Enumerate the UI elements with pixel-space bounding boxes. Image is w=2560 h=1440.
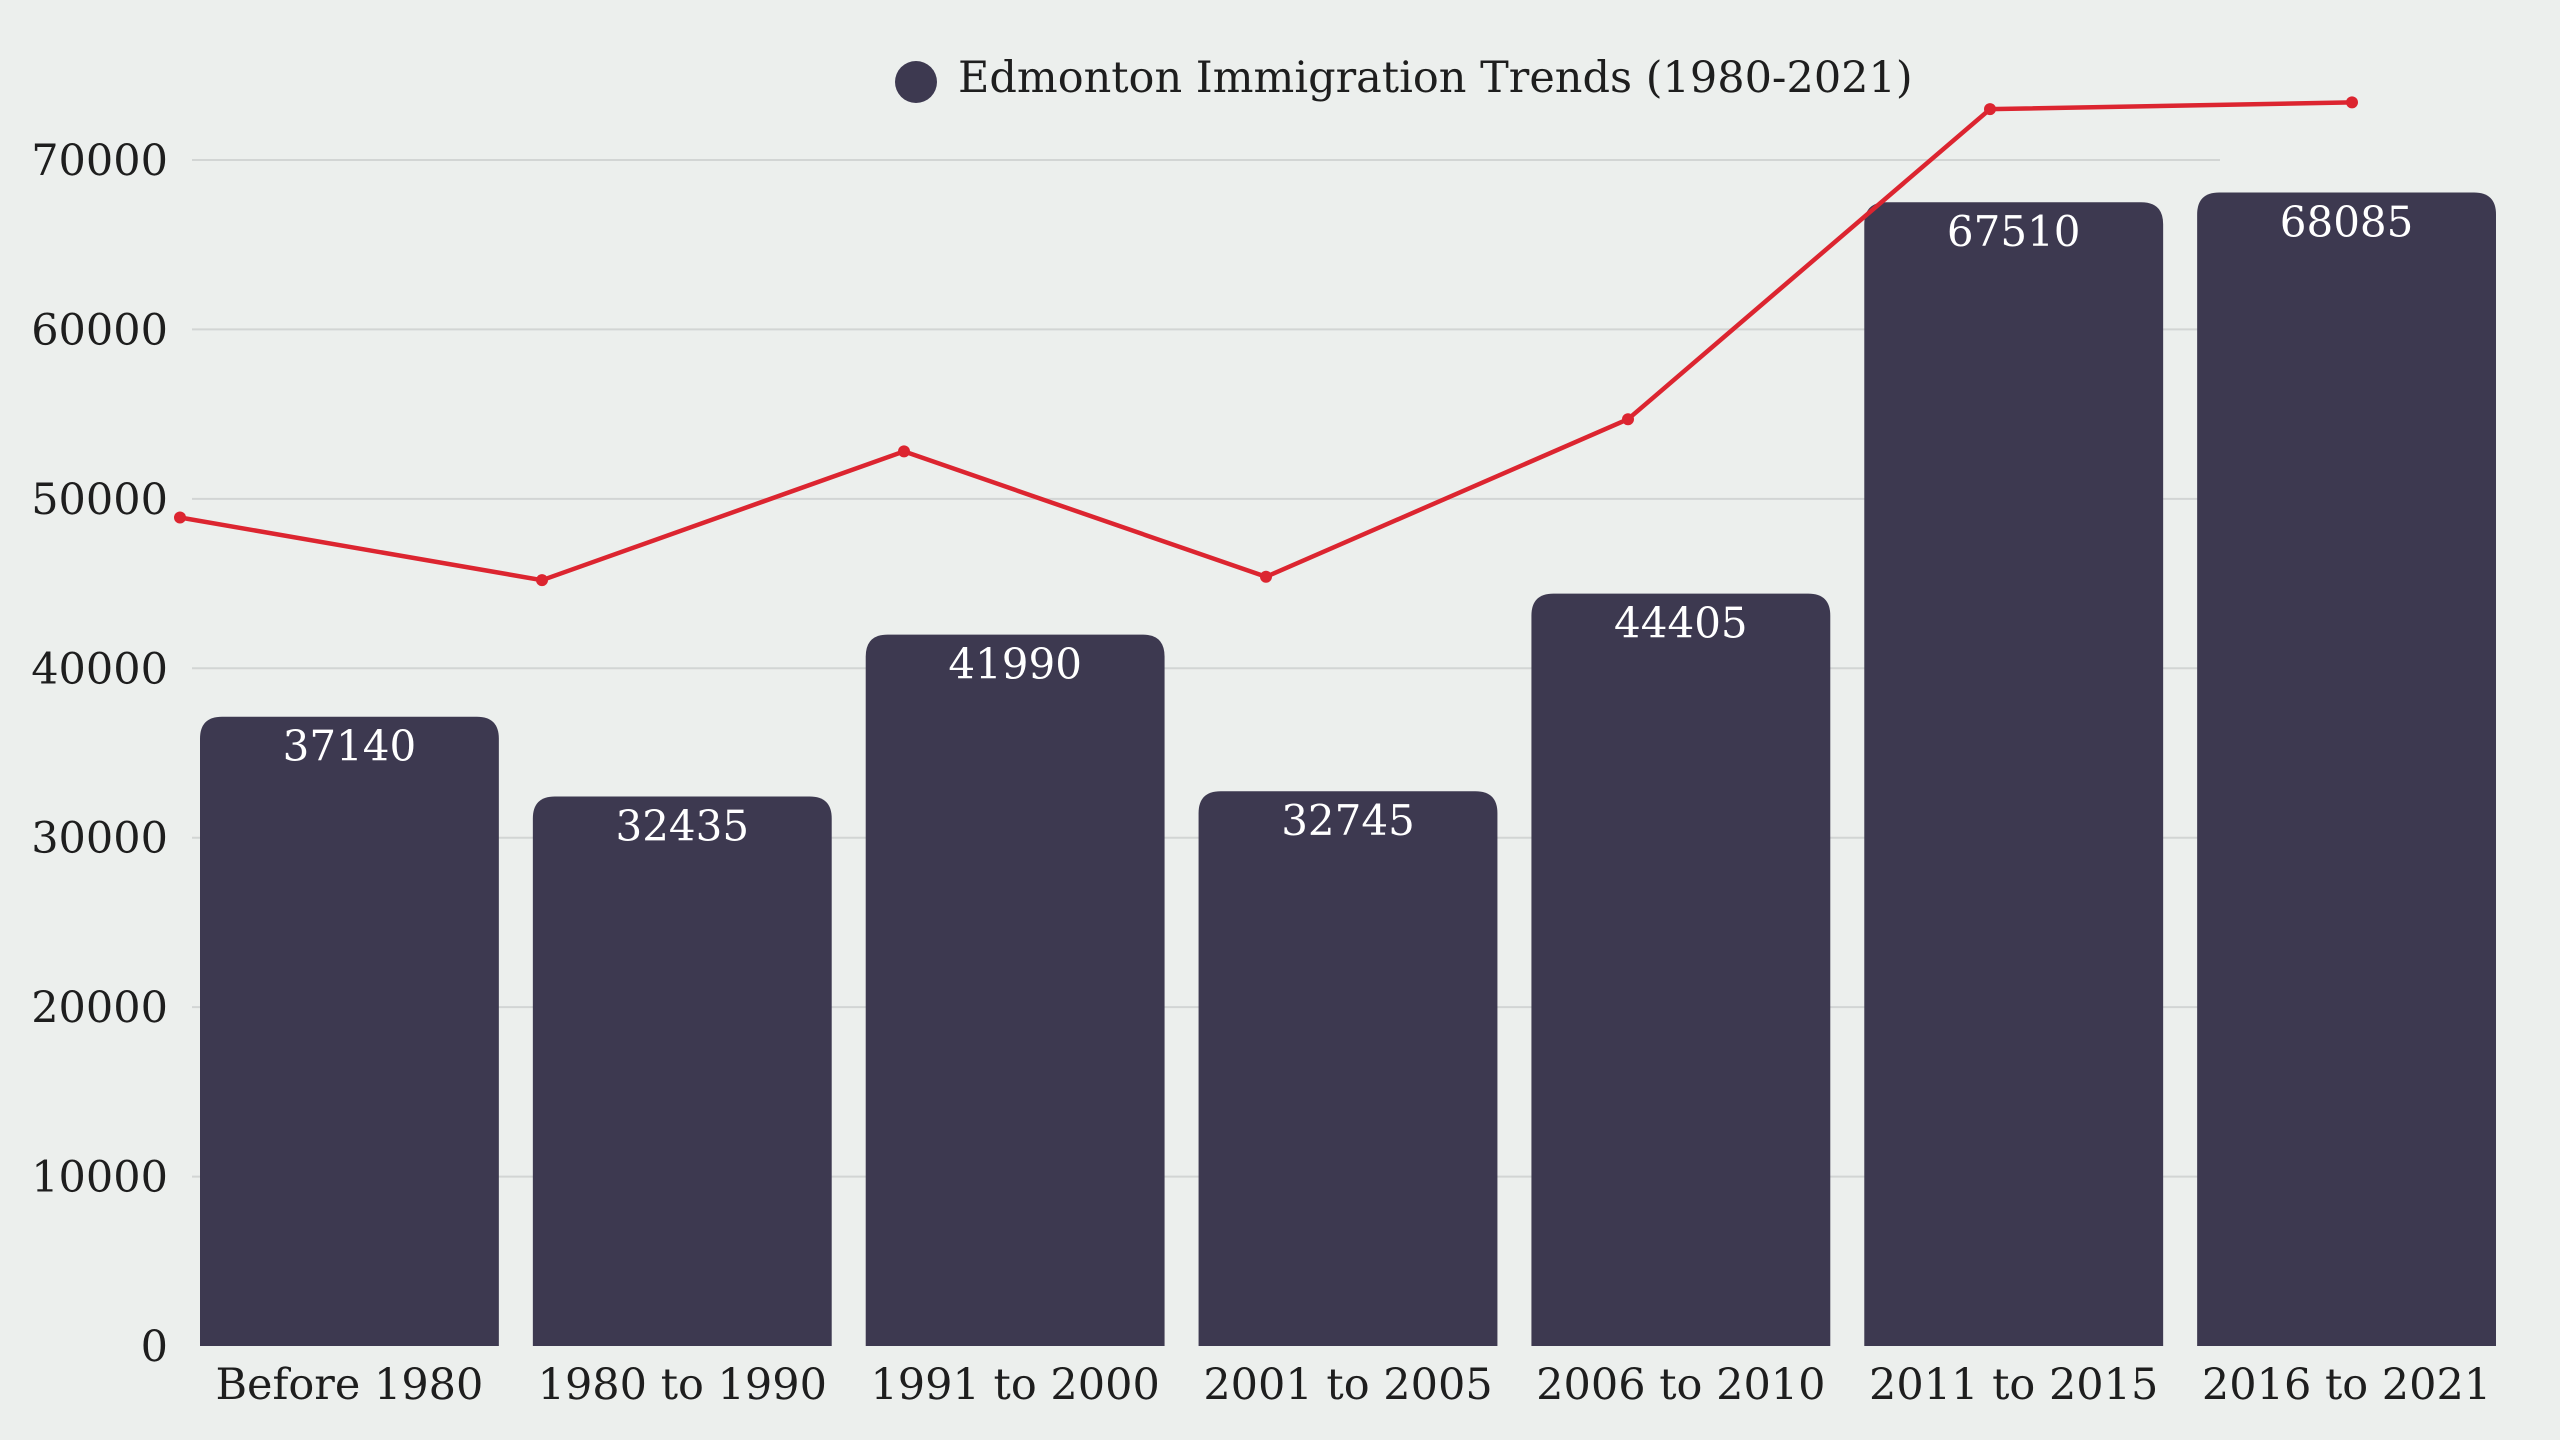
bar-value-label: 67510: [1947, 207, 2081, 256]
y-tick-label: 50000: [31, 475, 168, 525]
bar-value-label: 68085: [2280, 197, 2414, 246]
y-tick-label: 10000: [31, 1153, 168, 1203]
axis-layer: 0 10000 20000 30000 40000 50000 60000 70000 Befo…: [31, 136, 2491, 1410]
bar[interactable]: [1531, 593, 1831, 1346]
x-tick-label: 2011 to 2015: [1869, 1360, 2158, 1410]
line-point[interactable]: [1260, 570, 1272, 583]
y-tick-label: 0: [141, 1322, 168, 1372]
bars-layer: 37140 32435 41990 32745 44405 67510 68085: [200, 192, 2496, 1347]
y-tick-label: 20000: [31, 983, 168, 1033]
bar-value-label: 37140: [283, 722, 417, 771]
bar[interactable]: [1864, 202, 2164, 1346]
legend[interactable]: Edmonton Immigration Trends (1980-2021): [895, 53, 1913, 103]
x-tick-label: 1991 to 2000: [870, 1360, 1159, 1410]
line-point[interactable]: [174, 511, 186, 524]
legend-label: Edmonton Immigration Trends (1980-2021): [958, 53, 1913, 103]
y-tick-label: 70000: [31, 136, 168, 186]
bar-value-label: 32435: [615, 801, 749, 850]
line-point[interactable]: [898, 445, 910, 458]
x-tick-label: 1980 to 1990: [538, 1360, 827, 1410]
x-tick-label: 2001 to 2005: [1203, 1360, 1492, 1410]
bar[interactable]: [2197, 192, 2496, 1347]
bar[interactable]: [200, 716, 499, 1346]
bar-value-label: 41990: [948, 640, 1082, 689]
line-layer: [174, 96, 2358, 587]
legend-marker-icon: [895, 61, 937, 103]
line-point[interactable]: [2346, 96, 2358, 109]
x-tick-label: Before 1980: [215, 1360, 483, 1410]
y-tick-label: 40000: [31, 644, 168, 694]
y-tick-label: 60000: [31, 305, 168, 355]
line-point[interactable]: [536, 574, 548, 587]
y-tick-label: 30000: [31, 814, 168, 864]
bar-value-label: 44405: [1614, 599, 1748, 648]
x-tick-label: 2016 to 2021: [2202, 1360, 2491, 1410]
line-point[interactable]: [1984, 103, 1996, 116]
line-point[interactable]: [1622, 413, 1634, 426]
bar-value-label: 32745: [1281, 796, 1415, 845]
bar[interactable]: [532, 796, 832, 1346]
x-tick-label: 2006 to 2010: [1536, 1360, 1825, 1410]
bar[interactable]: [865, 634, 1165, 1346]
bar[interactable]: [1198, 791, 1498, 1346]
